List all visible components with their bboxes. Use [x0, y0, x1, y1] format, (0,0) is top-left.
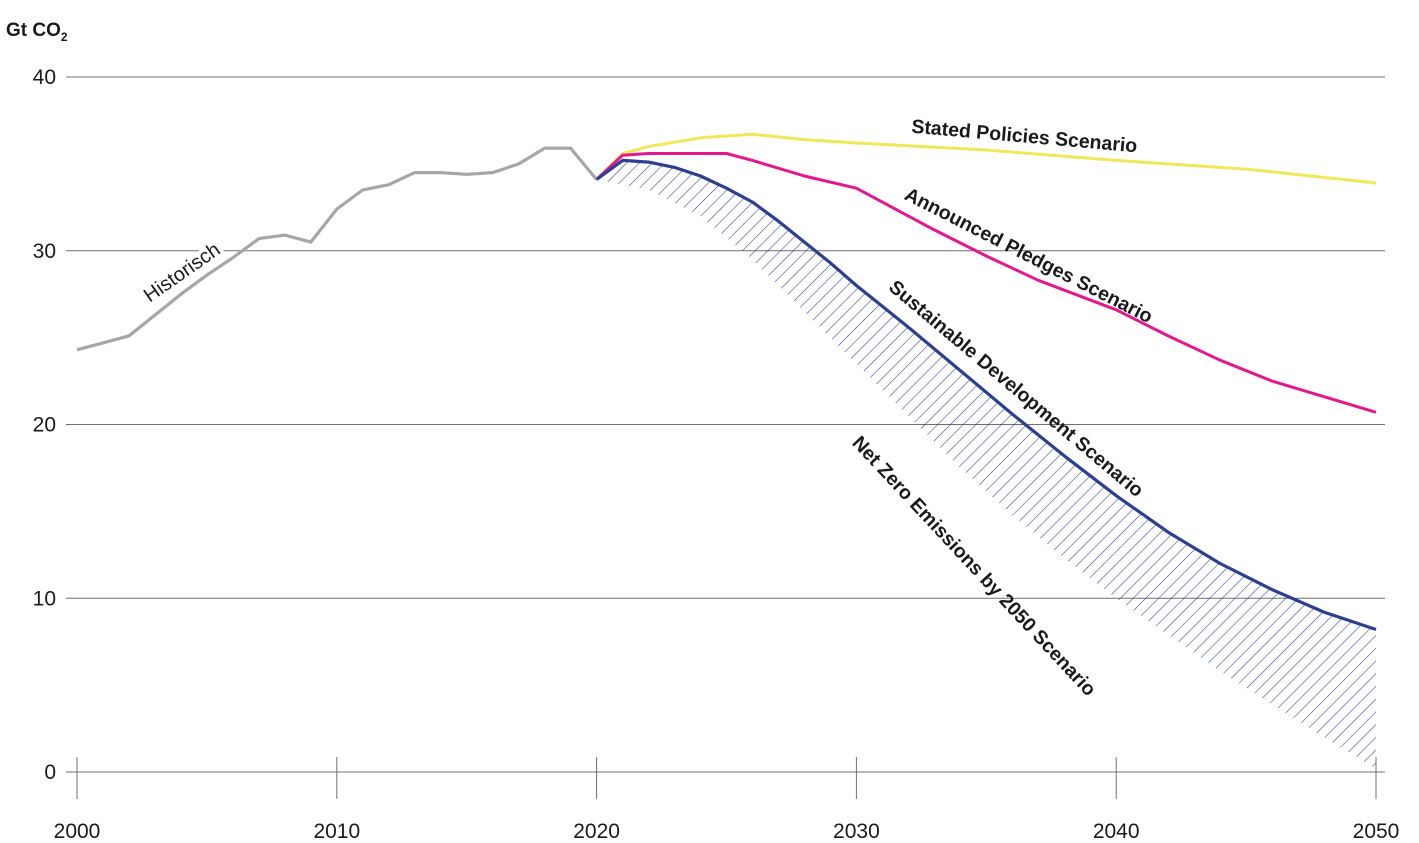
x-tick-labels: 2000 2010 2020 2030 2040 2050: [54, 820, 1400, 843]
x-tick-2030: 2030: [833, 820, 880, 843]
announced-pledges-line: [595, 152, 1377, 414]
y-tick-20: 20: [33, 414, 56, 437]
y-axis-unit-label: Gt CO2: [6, 20, 68, 44]
net-zero-hatched-area: [596, 160, 1376, 769]
y-tick-0: 0: [44, 761, 56, 784]
x-tick-2050: 2050: [1353, 820, 1400, 843]
x-tick-2010: 2010: [313, 820, 360, 843]
y-tick-40: 40: [33, 66, 56, 89]
y-gridlines: [66, 76, 1385, 599]
historisch-line: [76, 146, 598, 352]
y-tick-labels: 0 10 20 30 40: [33, 66, 56, 784]
announced-pledges-label: Announced Pledges Scenario: [901, 183, 1156, 328]
sustainable-development-line: [595, 158, 1377, 632]
stated-policies-label: Stated Policies Scenario: [911, 116, 1139, 158]
x-tick-2020: 2020: [573, 820, 620, 843]
y-tick-10: 10: [33, 587, 56, 610]
stated-policies-line: [595, 132, 1377, 185]
y-tick-30: 30: [33, 240, 56, 263]
x-tick-2000: 2000: [54, 820, 101, 843]
x-tick-2040: 2040: [1093, 820, 1140, 843]
x-axis: [66, 757, 1385, 799]
